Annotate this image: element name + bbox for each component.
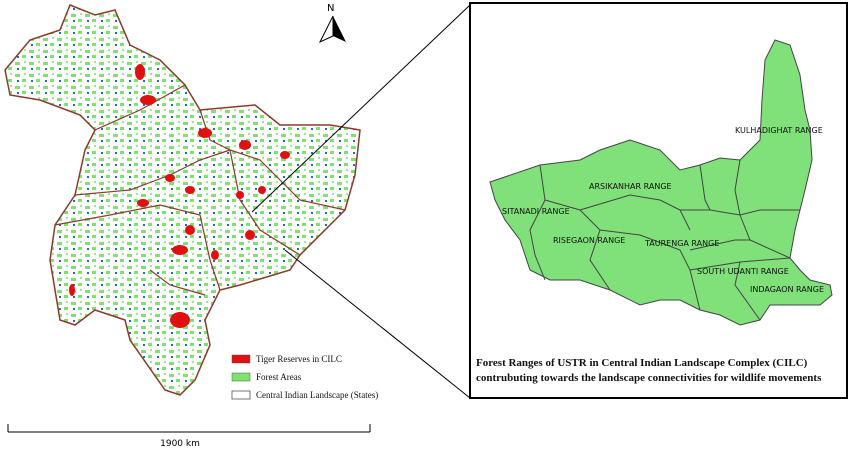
range-boundaries: [529, 159, 800, 321]
caption-line: contrubuting towards the landscape conne…: [476, 372, 822, 384]
range-label: RISEGAON RANGE: [553, 236, 625, 245]
caption-line: Forest Ranges of USTR in Central Indian …: [476, 357, 808, 369]
legend-swatch: [231, 390, 251, 400]
landscape-outline: [4, 4, 361, 396]
inset-map: [489, 39, 833, 326]
tiger-reserves: [69, 64, 290, 328]
connector-line: [251, 4, 471, 213]
scale-bar: [7, 424, 371, 433]
legend-swatch: [231, 354, 251, 364]
north-label: N: [327, 3, 334, 14]
range-label: SOUTH UDANTI RANGE: [697, 267, 789, 276]
scale-label: 1900 km: [160, 439, 200, 449]
legend-swatch: [231, 372, 251, 382]
range-label: TAURENGA RANGE: [644, 239, 719, 248]
range-label: SITANADI RANGE: [502, 207, 570, 216]
range-label: INDAGAON RANGE: [750, 285, 824, 294]
range-label: ARSIKANHAR RANGE: [589, 182, 672, 191]
legend-label: Forest Areas: [256, 372, 302, 382]
range-labels: KULHADIGHAT RANGE ARSIKANHAR RANGE SITAN…: [502, 126, 824, 294]
legend-label: Central Indian Landscape (States): [256, 390, 378, 400]
landscape-map: [4, 4, 361, 396]
range-label: KULHADIGHAT RANGE: [735, 126, 823, 135]
legend-label: Tiger Reserves in CILC: [256, 354, 342, 364]
north-arrow: N: [318, 3, 346, 44]
connector-line: [284, 249, 471, 399]
legend: Tiger Reserves in CILC Forest Areas Cent…: [231, 354, 378, 400]
